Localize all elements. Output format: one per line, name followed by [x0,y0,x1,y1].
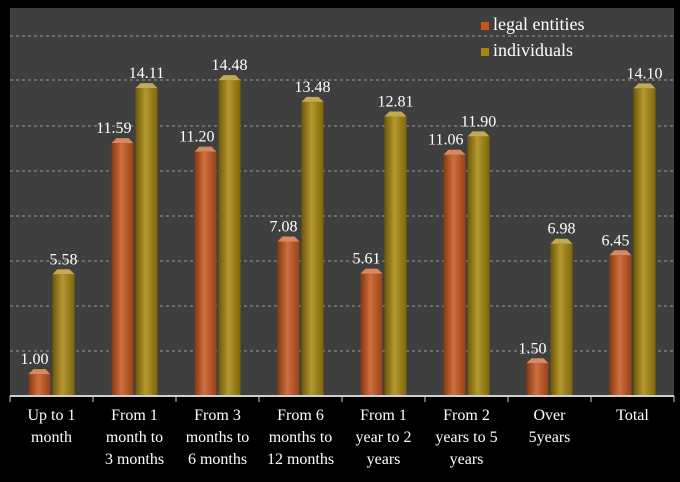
bar-individuals [52,269,75,396]
bar-legal-entities [277,236,300,396]
bar-individuals [550,238,573,396]
bar-legal-entities [28,369,51,396]
data-label: 7.08 [270,219,298,236]
data-label: 14.48 [212,57,248,74]
bar-individuals [301,96,324,397]
x-tick-label: From 2 years to 5 years [435,407,497,468]
legend-label: individuals [493,40,573,60]
x-tick-label: From 1 month to 3 months [105,407,164,468]
bars [28,75,656,397]
legend-item-individuals: individuals [481,40,573,60]
data-label: 5.61 [353,251,381,268]
bar-legal-entities [360,268,383,396]
x-tick-label: From 1 year to 2 years [356,407,412,468]
data-labels: 1.00 11.59 11.20 7.08 5.61 11.06 1.50 6.45 5.58 1… [21,57,663,368]
bar-individuals [633,83,656,396]
bar-legal-entities [526,358,549,396]
x-axis: Up to 1 month From 1 month to 3 months From 3… [0,395,680,482]
legend-label: legal entities [493,14,584,34]
x-tick-label: From 3 months to 6 months [186,407,250,468]
bar-legal-entities [111,138,134,396]
bar-legal-entities [194,146,217,396]
bar-legal-entities [609,250,632,396]
data-label: 6.45 [602,232,630,249]
data-label: 11.90 [461,113,496,130]
x-tick-label: Total [616,407,649,424]
bar-legal-entities [443,149,466,396]
data-label: 14.11 [129,65,164,82]
data-label: 11.20 [179,129,214,146]
data-label: 1.50 [519,340,547,357]
bar-individuals [135,83,158,397]
legend-swatch [481,48,489,56]
data-label: 12.81 [378,94,414,111]
x-tick-label: Up to 1 month [28,407,76,446]
data-label: 11.06 [428,132,463,149]
data-label: 5.58 [50,251,78,268]
legend: legal entities individuals [481,14,584,60]
bar-individuals [218,75,241,396]
bar-individuals [467,131,490,396]
legend-item-legal-entities: legal entities [481,14,584,34]
gridlines [10,35,674,352]
x-axis-label-band [0,397,680,482]
data-label: 11.59 [96,120,131,137]
data-label: 14.10 [627,65,663,82]
legend-swatch [481,22,489,30]
x-tick-label: Over 5years [529,407,571,446]
data-label: 6.98 [548,221,576,238]
data-label: 1.00 [21,351,49,368]
bar-individuals [384,111,407,396]
x-tick-label: From 6 months to 12 months [267,407,334,468]
data-label: 13.48 [295,79,331,96]
